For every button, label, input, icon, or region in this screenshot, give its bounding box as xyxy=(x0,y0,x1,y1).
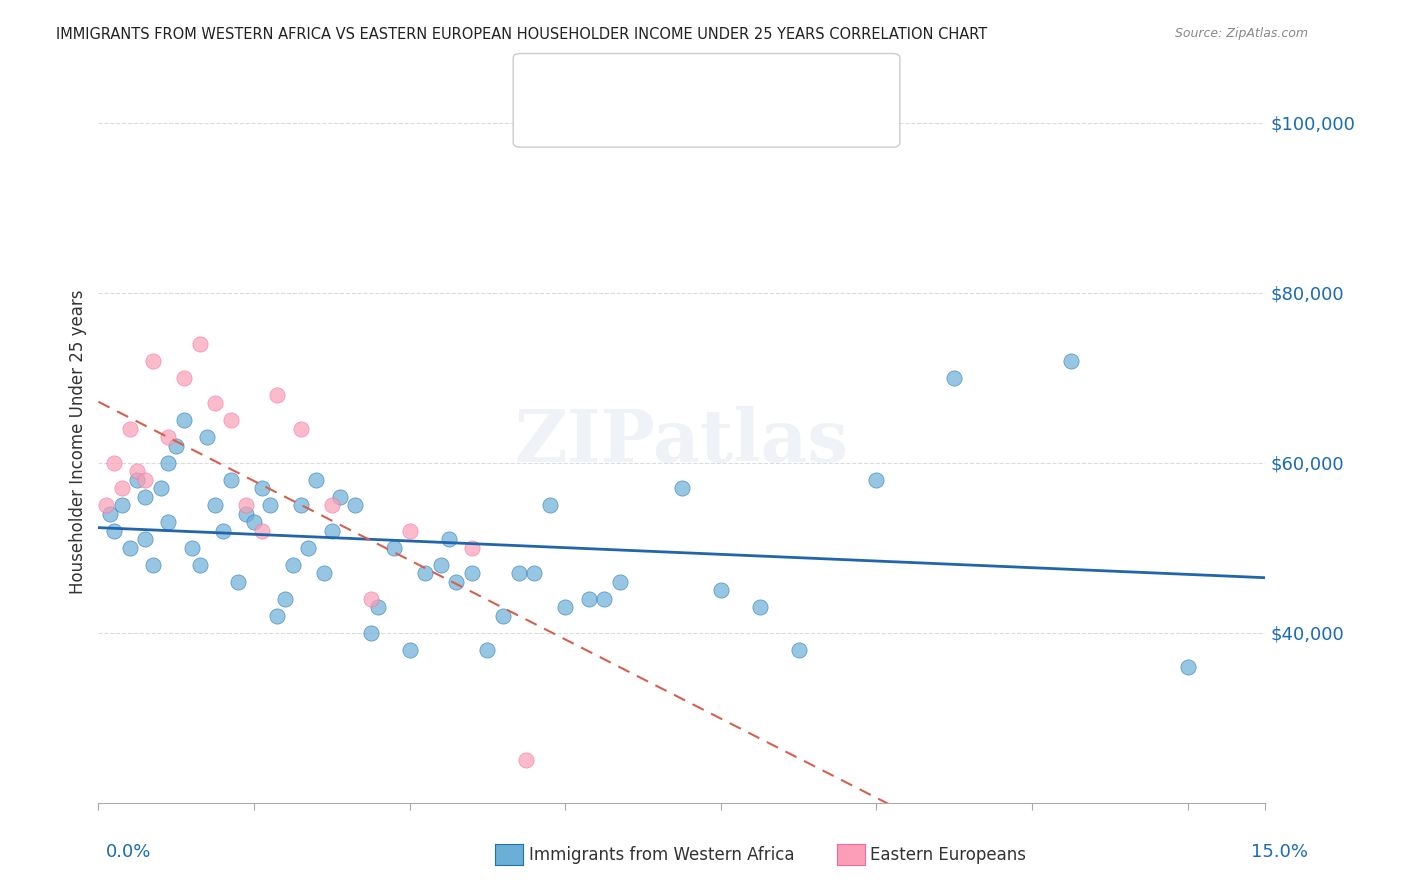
Point xyxy=(297,541,319,555)
Point xyxy=(367,600,389,615)
Point xyxy=(787,642,810,657)
Point xyxy=(515,753,537,767)
Point xyxy=(1177,660,1199,674)
Point xyxy=(382,541,405,555)
Point xyxy=(219,473,242,487)
Point xyxy=(344,498,367,512)
Point xyxy=(149,481,172,495)
Text: N = 60: N = 60 xyxy=(745,64,803,82)
Point xyxy=(157,456,180,470)
Point xyxy=(578,591,600,606)
Point xyxy=(142,558,165,572)
Point xyxy=(609,574,631,589)
Point xyxy=(173,371,195,385)
Point xyxy=(134,533,156,547)
Point xyxy=(398,524,420,538)
Point xyxy=(235,498,257,512)
Point xyxy=(266,388,288,402)
Text: 15.0%: 15.0% xyxy=(1250,843,1308,861)
Point xyxy=(290,498,312,512)
Point xyxy=(274,591,297,606)
Text: R = -0.226: R = -0.226 xyxy=(567,64,657,82)
Point xyxy=(461,566,484,581)
Y-axis label: Householder Income Under 25 years: Householder Income Under 25 years xyxy=(69,289,87,594)
Text: Eastern Europeans: Eastern Europeans xyxy=(870,846,1026,863)
Point xyxy=(204,396,226,410)
Text: R = -0.143: R = -0.143 xyxy=(567,100,657,118)
Text: N = 21: N = 21 xyxy=(745,100,803,118)
Point xyxy=(111,481,134,495)
Point xyxy=(429,558,451,572)
Point xyxy=(865,473,887,487)
Point xyxy=(477,642,499,657)
Point xyxy=(165,439,187,453)
Point xyxy=(523,566,546,581)
Point xyxy=(360,625,382,640)
Point xyxy=(103,524,125,538)
Point xyxy=(250,524,273,538)
Point xyxy=(554,600,576,615)
Point xyxy=(98,507,121,521)
Point xyxy=(437,533,460,547)
Point xyxy=(195,430,218,444)
Point xyxy=(243,516,266,530)
Point xyxy=(96,498,118,512)
Point xyxy=(157,430,180,444)
Point xyxy=(290,422,312,436)
Point xyxy=(212,524,235,538)
Point xyxy=(321,524,343,538)
Point xyxy=(710,583,733,598)
Point xyxy=(180,541,202,555)
Point xyxy=(259,498,281,512)
Point xyxy=(321,498,343,512)
Point xyxy=(360,591,382,606)
Point xyxy=(127,473,149,487)
Point xyxy=(103,456,125,470)
Text: IMMIGRANTS FROM WESTERN AFRICA VS EASTERN EUROPEAN HOUSEHOLDER INCOME UNDER 25 Y: IMMIGRANTS FROM WESTERN AFRICA VS EASTER… xyxy=(56,27,987,42)
Point xyxy=(312,566,335,581)
Point xyxy=(748,600,770,615)
Point xyxy=(204,498,226,512)
Point xyxy=(118,541,141,555)
Point xyxy=(305,473,328,487)
Text: Immigrants from Western Africa: Immigrants from Western Africa xyxy=(529,846,794,863)
Point xyxy=(446,574,468,589)
Text: ZIPatlas: ZIPatlas xyxy=(515,406,849,477)
Point xyxy=(492,608,515,623)
Point xyxy=(188,558,211,572)
Point xyxy=(538,498,561,512)
Point xyxy=(943,371,966,385)
Point xyxy=(398,642,420,657)
Point xyxy=(329,490,352,504)
Point xyxy=(188,336,211,351)
Point xyxy=(413,566,436,581)
Point xyxy=(266,608,288,623)
Point xyxy=(157,516,180,530)
Point xyxy=(134,490,156,504)
Point xyxy=(250,481,273,495)
Point xyxy=(281,558,304,572)
Point xyxy=(671,481,693,495)
Point xyxy=(134,473,156,487)
Text: 0.0%: 0.0% xyxy=(105,843,150,861)
Point xyxy=(228,574,250,589)
Point xyxy=(235,507,257,521)
Point xyxy=(219,413,242,427)
Point xyxy=(593,591,616,606)
Point xyxy=(508,566,530,581)
Point xyxy=(118,422,141,436)
Point xyxy=(142,353,165,368)
Point xyxy=(173,413,195,427)
Point xyxy=(1060,353,1083,368)
Point xyxy=(111,498,134,512)
Point xyxy=(461,541,484,555)
Point xyxy=(127,464,149,478)
Text: Source: ZipAtlas.com: Source: ZipAtlas.com xyxy=(1174,27,1308,40)
